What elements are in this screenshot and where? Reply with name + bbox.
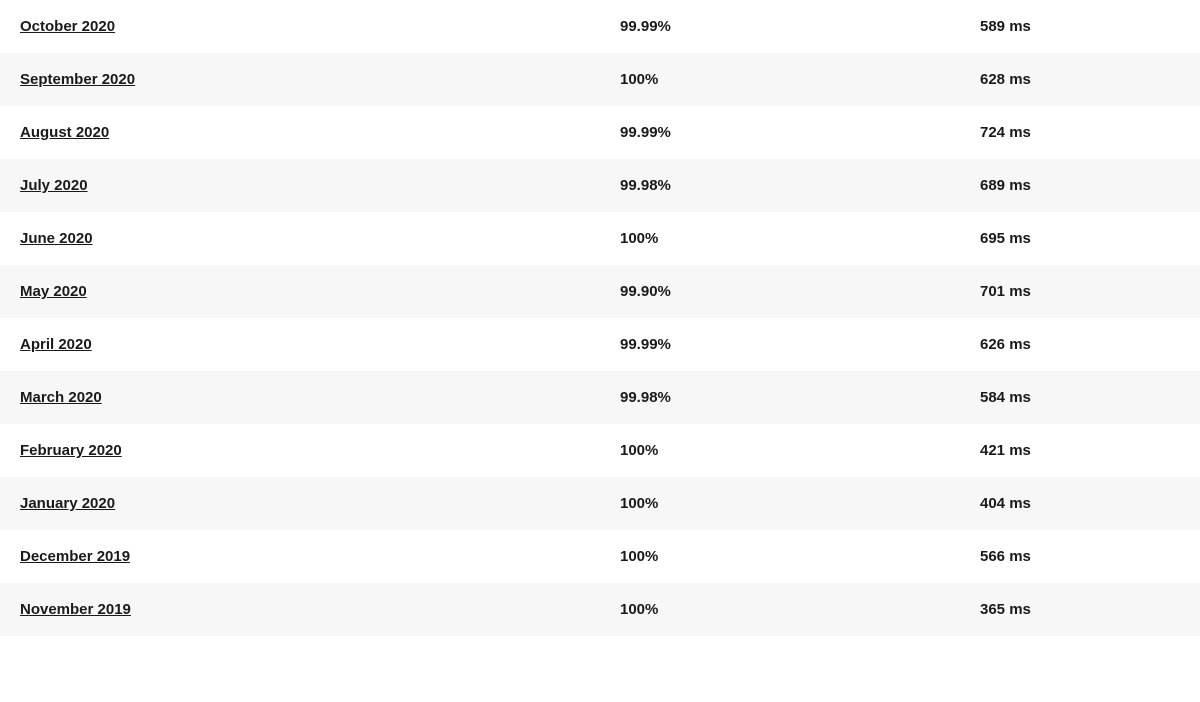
- table-row: October 2020 99.99% 589 ms: [0, 0, 1200, 53]
- uptime-table: October 2020 99.99% 589 ms September 202…: [0, 0, 1200, 636]
- uptime-value: 100%: [620, 71, 980, 88]
- table-row: November 2019 100% 365 ms: [0, 583, 1200, 636]
- month-link[interactable]: December 2019: [20, 548, 130, 565]
- table-row: July 2020 99.98% 689 ms: [0, 159, 1200, 212]
- latency-value: 566 ms: [980, 548, 1180, 565]
- uptime-value: 99.90%: [620, 283, 980, 300]
- month-link[interactable]: January 2020: [20, 495, 115, 512]
- uptime-value: 100%: [620, 495, 980, 512]
- latency-value: 695 ms: [980, 230, 1180, 247]
- month-link[interactable]: March 2020: [20, 389, 102, 406]
- latency-value: 421 ms: [980, 442, 1180, 459]
- latency-value: 626 ms: [980, 336, 1180, 353]
- uptime-value: 100%: [620, 548, 980, 565]
- latency-value: 628 ms: [980, 71, 1180, 88]
- latency-value: 365 ms: [980, 601, 1180, 618]
- table-row: March 2020 99.98% 584 ms: [0, 371, 1200, 424]
- table-row: January 2020 100% 404 ms: [0, 477, 1200, 530]
- month-link[interactable]: February 2020: [20, 442, 122, 459]
- uptime-value: 100%: [620, 601, 980, 618]
- table-row: April 2020 99.99% 626 ms: [0, 318, 1200, 371]
- month-link[interactable]: July 2020: [20, 177, 88, 194]
- uptime-value: 100%: [620, 442, 980, 459]
- month-link[interactable]: May 2020: [20, 283, 87, 300]
- latency-value: 724 ms: [980, 124, 1180, 141]
- table-row: August 2020 99.99% 724 ms: [0, 106, 1200, 159]
- uptime-value: 99.98%: [620, 389, 980, 406]
- uptime-value: 99.98%: [620, 177, 980, 194]
- uptime-value: 99.99%: [620, 124, 980, 141]
- table-row: September 2020 100% 628 ms: [0, 53, 1200, 106]
- latency-value: 404 ms: [980, 495, 1180, 512]
- table-row: May 2020 99.90% 701 ms: [0, 265, 1200, 318]
- uptime-value: 99.99%: [620, 336, 980, 353]
- month-link[interactable]: June 2020: [20, 230, 93, 247]
- uptime-value: 99.99%: [620, 18, 980, 35]
- latency-value: 589 ms: [980, 18, 1180, 35]
- latency-value: 701 ms: [980, 283, 1180, 300]
- table-row: December 2019 100% 566 ms: [0, 530, 1200, 583]
- month-link[interactable]: September 2020: [20, 71, 135, 88]
- month-link[interactable]: November 2019: [20, 601, 131, 618]
- month-link[interactable]: August 2020: [20, 124, 109, 141]
- table-row: June 2020 100% 695 ms: [0, 212, 1200, 265]
- month-link[interactable]: October 2020: [20, 18, 115, 35]
- latency-value: 689 ms: [980, 177, 1180, 194]
- latency-value: 584 ms: [980, 389, 1180, 406]
- month-link[interactable]: April 2020: [20, 336, 92, 353]
- table-row: February 2020 100% 421 ms: [0, 424, 1200, 477]
- uptime-value: 100%: [620, 230, 980, 247]
